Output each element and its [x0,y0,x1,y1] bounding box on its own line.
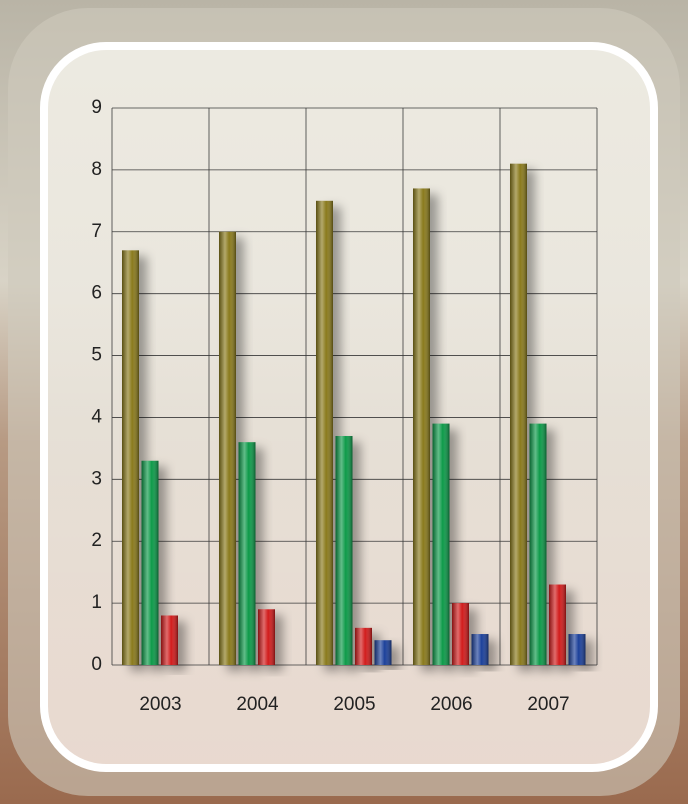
bar [549,584,566,665]
bar [510,163,527,665]
y-tick-label: 6 [91,283,102,304]
y-tick-label: 8 [91,159,102,180]
bar [122,250,139,665]
bar [219,231,236,665]
y-tick-label: 3 [91,468,102,489]
x-tick-label: 2005 [333,694,375,715]
y-tick-label: 9 [91,97,102,118]
bar [568,634,586,665]
bar [355,627,372,665]
y-tick-label: 4 [91,406,102,427]
bar [238,442,256,665]
bar [452,603,469,665]
bar [529,423,547,665]
x-tick-label: 2007 [527,694,569,715]
y-tick-label: 0 [91,654,102,675]
y-tick-label: 5 [91,345,102,366]
x-tick-label: 2004 [236,694,279,715]
bar [413,188,430,665]
bar [335,436,353,665]
chart-panel [40,42,658,772]
bar [471,634,489,665]
y-tick-label: 7 [91,221,102,242]
bar [258,609,275,665]
x-tick-label: 2006 [430,694,472,715]
bar [161,615,178,665]
bar [432,423,450,665]
y-tick-label: 2 [91,530,102,551]
bar [141,460,159,665]
bar [316,200,333,666]
x-tick-label: 2003 [139,694,181,715]
y-tick-label: 1 [91,592,102,613]
bar [374,640,392,665]
